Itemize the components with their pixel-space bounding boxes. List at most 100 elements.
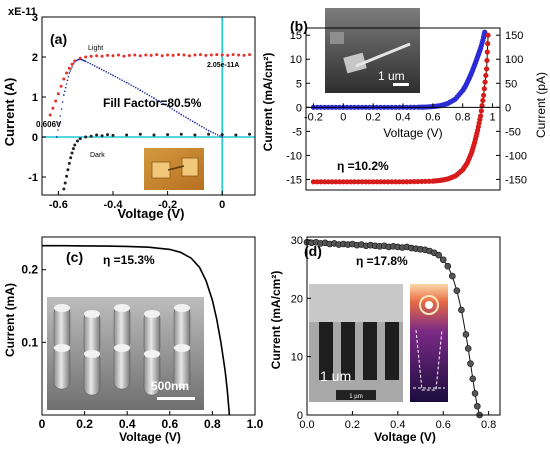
red-point — [329, 179, 335, 185]
panel-c-inset-sem: 500nm — [47, 297, 204, 410]
y-right-tick-label: 0 — [505, 102, 511, 114]
fit-dot — [164, 104, 167, 106]
fit-dot — [114, 75, 117, 78]
light-point — [231, 53, 235, 57]
light-point — [209, 53, 213, 57]
red-point — [478, 108, 484, 114]
x-tick-label: 0.0 — [299, 419, 314, 431]
fit-dot — [121, 79, 123, 81]
fit-dot — [196, 123, 198, 125]
fit-dot — [87, 61, 89, 64]
nanopillar-top — [174, 344, 190, 352]
dark-point — [248, 132, 252, 136]
red-point — [359, 179, 365, 185]
light-point — [95, 54, 99, 58]
light-point — [84, 55, 88, 59]
fit-point — [68, 72, 71, 74]
fit-dot — [189, 119, 192, 121]
red-point — [351, 179, 358, 185]
jv-point — [469, 375, 477, 383]
fit-dot — [175, 111, 178, 113]
dark-point — [179, 132, 183, 136]
fit-dot — [182, 115, 185, 117]
light-point — [89, 54, 93, 58]
y-tick-label: 15 — [290, 30, 302, 42]
x-tick-label: 1 — [489, 111, 495, 123]
fit-dot — [148, 94, 151, 97]
red-point — [392, 179, 399, 185]
panel-d-ylabel: Current (mA/cm²) — [269, 271, 283, 370]
panel-d-letter: (d) — [304, 243, 322, 259]
light-point — [127, 53, 131, 57]
panel-b-ylabel: Current (mA/cm²) — [261, 53, 275, 152]
dark-point — [166, 133, 170, 137]
jv-point — [435, 251, 442, 259]
dark-point — [67, 161, 71, 165]
fit-dot — [119, 78, 121, 80]
fit-dot — [100, 68, 103, 71]
red-point — [422, 178, 428, 184]
jv-point — [467, 360, 474, 367]
dark-point — [76, 139, 79, 143]
red-point — [419, 178, 425, 185]
dark-point — [111, 133, 115, 137]
jv-point — [462, 331, 470, 338]
y-tick-label: -10 — [286, 150, 302, 162]
fit-dot — [162, 102, 164, 105]
nanopillar-top — [54, 344, 70, 352]
nanopillar-top — [54, 304, 70, 312]
fit-dot — [103, 69, 105, 72]
light-point — [215, 53, 219, 57]
panel-c-efficiency: η =15.3% — [103, 253, 155, 267]
dark-point — [73, 143, 77, 147]
x-tick-label: 0.4 — [390, 419, 405, 431]
x-tick-label: 0 — [340, 111, 346, 123]
light-point — [70, 62, 74, 66]
x-tick-label: 0.4 — [119, 417, 136, 431]
fit-dot — [64, 86, 67, 89]
dark-point — [193, 133, 197, 137]
y-tick-label: 2 — [32, 52, 38, 64]
fit-dot — [157, 100, 160, 102]
fit-dot — [150, 96, 153, 98]
red-point — [400, 179, 406, 185]
y-tick-label: 0 — [297, 410, 303, 422]
red-point — [404, 179, 410, 185]
fit-point — [112, 74, 114, 77]
plot-frame — [306, 236, 501, 416]
light-point — [248, 53, 252, 57]
dark-point — [95, 133, 99, 137]
light-point — [242, 53, 246, 57]
red-point — [482, 79, 488, 85]
fit-point — [194, 121, 196, 124]
light-point — [65, 71, 69, 75]
fit-dot — [205, 128, 208, 131]
light-point — [48, 113, 52, 117]
dark-point — [89, 134, 93, 138]
fit-dot — [185, 116, 187, 119]
y-right-tick-label: 150 — [505, 30, 523, 42]
panel-a-ylabel: Current (A) — [2, 78, 17, 147]
panel-b-efficiency: η =10.2% — [337, 159, 389, 173]
light-point — [160, 54, 164, 58]
light-point — [204, 53, 208, 57]
fit-dot — [141, 90, 144, 93]
y-right-tick-label: -150 — [505, 174, 527, 186]
nanopillar-top — [84, 350, 100, 358]
light-point — [59, 84, 63, 88]
jv-point — [473, 402, 481, 410]
light-point — [62, 77, 66, 81]
fit-dot — [123, 80, 126, 83]
x-tick-label: 0.2 — [76, 417, 93, 431]
red-point — [483, 66, 490, 72]
light-point — [78, 56, 82, 60]
fit-dot — [171, 108, 173, 110]
panel-d-inset-field-map — [410, 284, 448, 402]
fit-dot — [109, 73, 112, 75]
dark-point — [220, 133, 224, 137]
panel-b-inset-sem: 1 um — [325, 8, 420, 93]
x-tick-label: 0.8 — [481, 419, 496, 431]
light-point — [177, 53, 181, 57]
red-point — [378, 179, 384, 185]
red-point — [385, 179, 391, 185]
